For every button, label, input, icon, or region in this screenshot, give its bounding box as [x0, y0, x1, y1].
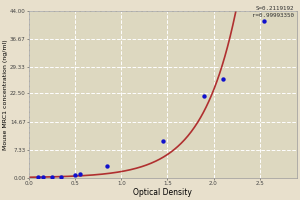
Point [73, 173, 78, 176]
X-axis label: Optical Density: Optical Density [134, 188, 192, 197]
Y-axis label: Mouse MRC1 concentration (ng/ml): Mouse MRC1 concentration (ng/ml) [4, 39, 8, 150]
Point [220, 78, 225, 81]
Point [36, 176, 41, 179]
Point [160, 139, 165, 142]
Text: S=0.2119192
r=0.99993350: S=0.2119192 r=0.99993350 [252, 6, 294, 18]
Point [40, 176, 45, 179]
Point [59, 175, 64, 178]
Point [105, 164, 110, 167]
Point [77, 172, 82, 175]
Point [262, 19, 267, 23]
Point [50, 176, 55, 179]
Point [202, 95, 207, 98]
